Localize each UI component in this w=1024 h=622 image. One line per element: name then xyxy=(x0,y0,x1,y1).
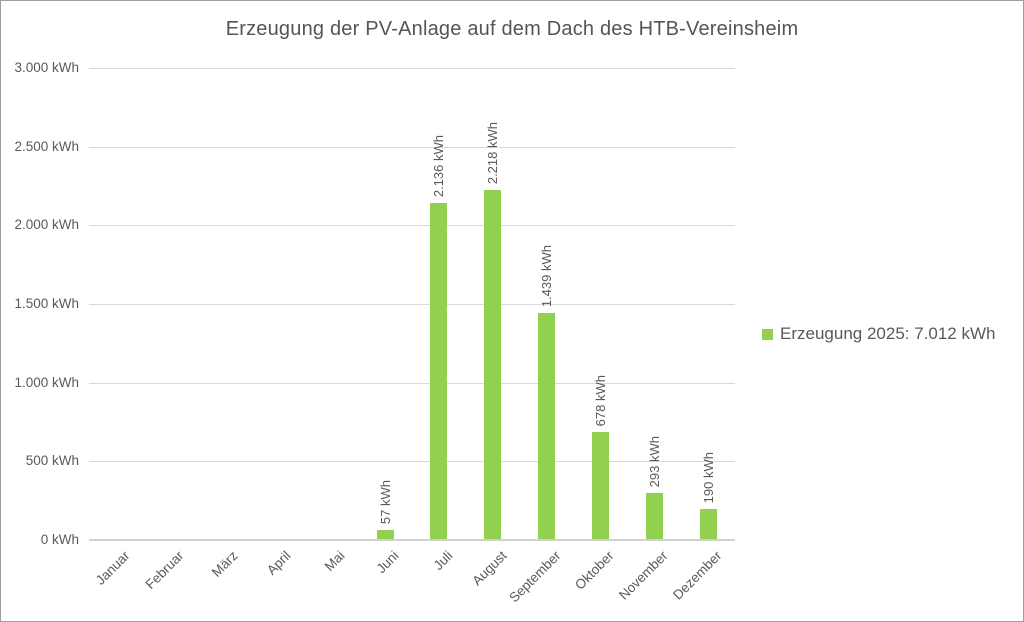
bar-august xyxy=(484,190,502,539)
bar-value-label: 293 kWh xyxy=(646,435,662,487)
bar-value-label: 2.136 kWh xyxy=(431,134,447,197)
y-tick-label: 0 kWh xyxy=(40,532,79,547)
y-tick-label: 1.000 kWh xyxy=(14,374,79,390)
bar-juli xyxy=(430,203,448,539)
bar-value-label: 2.218 kWh xyxy=(485,121,501,184)
y-tick-label: 2.500 kWh xyxy=(14,138,79,154)
gridline xyxy=(89,225,735,227)
bar-value-label: 678 kWh xyxy=(592,374,608,426)
bar-september xyxy=(538,313,556,539)
gridline xyxy=(89,461,735,463)
gridline xyxy=(89,68,735,69)
bar-juni xyxy=(376,530,394,539)
bar-value-label: 1.439 kWh xyxy=(539,244,555,307)
gridline xyxy=(89,146,735,148)
y-tick-label: 1.500 kWh xyxy=(14,296,79,311)
bar-oktober xyxy=(591,432,609,539)
bar-dezember xyxy=(699,509,717,539)
y-tick-label: 500 kWh xyxy=(25,453,79,469)
gridline xyxy=(89,382,735,384)
chart-title: Erzeugung der PV-Anlage auf dem Dach des… xyxy=(225,18,799,40)
y-tick-label: 2.000 kWh xyxy=(14,217,79,233)
plot-area: 57 kWh 2.136 kWh 2.218 kWh 1.439 kWh 678 kWh… xyxy=(89,68,735,541)
bar-value-label: 190 kWh xyxy=(700,451,716,503)
bar-value-label: 57 kWh xyxy=(377,479,393,524)
x-axis-line xyxy=(89,539,735,541)
legend-swatch xyxy=(762,328,773,340)
legend-label: Erzeugung 2025: 7.012 kWh xyxy=(780,324,996,343)
gridline xyxy=(89,304,735,305)
bar-november xyxy=(645,493,663,539)
y-tick-label: 3.000 kWh xyxy=(14,60,79,75)
legend: Erzeugung 2025: 7.012 kWh xyxy=(762,324,995,344)
